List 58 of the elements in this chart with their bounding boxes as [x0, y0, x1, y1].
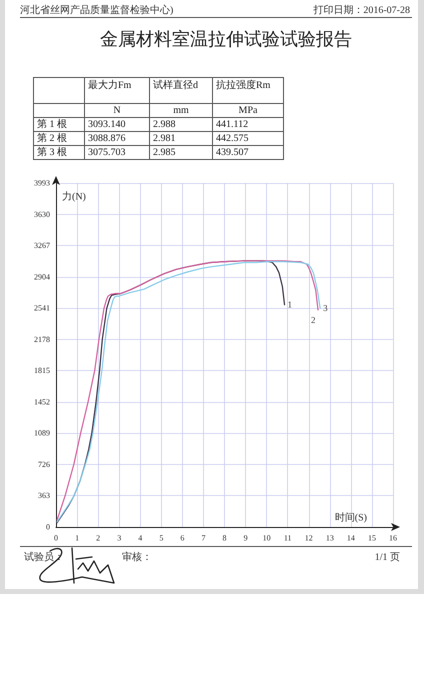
- x-tick-label: 9: [244, 534, 248, 542]
- x-tick-label: 16: [389, 534, 397, 542]
- x-tick-label: 5: [159, 534, 164, 542]
- y-tick-label: 3267: [34, 241, 50, 250]
- text: 2.981: [153, 133, 176, 144]
- x-tick-label: 10: [262, 534, 271, 542]
- text: 打印日期：2016-07-28: [313, 5, 410, 16]
- y-tick-label: 726: [38, 460, 50, 469]
- text: mm: [173, 105, 189, 116]
- y-tick-label: 2541: [34, 304, 50, 313]
- y-tick-label: 1815: [34, 366, 50, 376]
- x-tick-label: 6: [180, 534, 184, 542]
- x-tick-label: 8: [222, 534, 226, 542]
- text: 441.112: [216, 119, 248, 130]
- text: 3088.876: [88, 133, 126, 144]
- category-label: 试样直径d: [153, 80, 198, 91]
- series-label: 3: [323, 303, 328, 314]
- y-tick-label: 3993: [34, 178, 50, 188]
- y-tick-label: 1089: [34, 428, 50, 438]
- x-tick-label: 4: [138, 534, 142, 542]
- text: 439.507: [216, 147, 248, 158]
- text: 3093.140: [88, 119, 126, 130]
- text: 442.575: [216, 133, 248, 144]
- x-tick-label: 0: [54, 534, 58, 542]
- x-tick-label: 12: [304, 534, 313, 542]
- y-tick-label: 0: [46, 522, 50, 532]
- text: 2.988: [153, 119, 176, 130]
- x-tick-label: 13: [326, 534, 334, 542]
- y-axis-title: 力(N): [62, 190, 86, 202]
- category-label: 第 3 根: [37, 147, 67, 158]
- category-label: 第 2 根: [37, 133, 67, 144]
- x-axis-title: 时间(S): [334, 512, 367, 524]
- text: MPa: [238, 105, 258, 116]
- text: 3075.703: [88, 147, 126, 158]
- text: 2.985: [153, 147, 176, 158]
- y-tick-label: 3630: [34, 210, 50, 219]
- text: 审核：: [122, 552, 152, 563]
- text: 1/1 页: [374, 552, 400, 563]
- x-tick-label: 7: [201, 534, 206, 542]
- category-label: 第 1 根: [37, 119, 67, 130]
- category-label: 抗拉强度Rm: [216, 80, 270, 91]
- text: N: [113, 105, 121, 116]
- x-tick-label: 3: [117, 534, 122, 542]
- y-tick-label: 1452: [34, 397, 50, 406]
- text: 河北省丝网产品质量监督检验中心): [20, 5, 174, 16]
- x-tick-label: 2: [96, 534, 100, 542]
- x-tick-label: 11: [284, 534, 292, 542]
- x-tick-label: 14: [346, 534, 355, 542]
- series-label: 1: [288, 300, 292, 310]
- y-tick-label: 363: [38, 491, 50, 500]
- x-tick-label: 1: [75, 534, 80, 542]
- text: 试验员：: [24, 552, 64, 563]
- x-tick-label: 15: [368, 534, 376, 542]
- y-tick-label: 2178: [34, 334, 50, 344]
- category-label: 最大力Fm: [88, 80, 132, 91]
- y-tick-label: 2904: [34, 272, 50, 282]
- text: 金属材料室温拉伸试验试验报告: [100, 29, 352, 49]
- series-label: 2: [311, 314, 316, 325]
